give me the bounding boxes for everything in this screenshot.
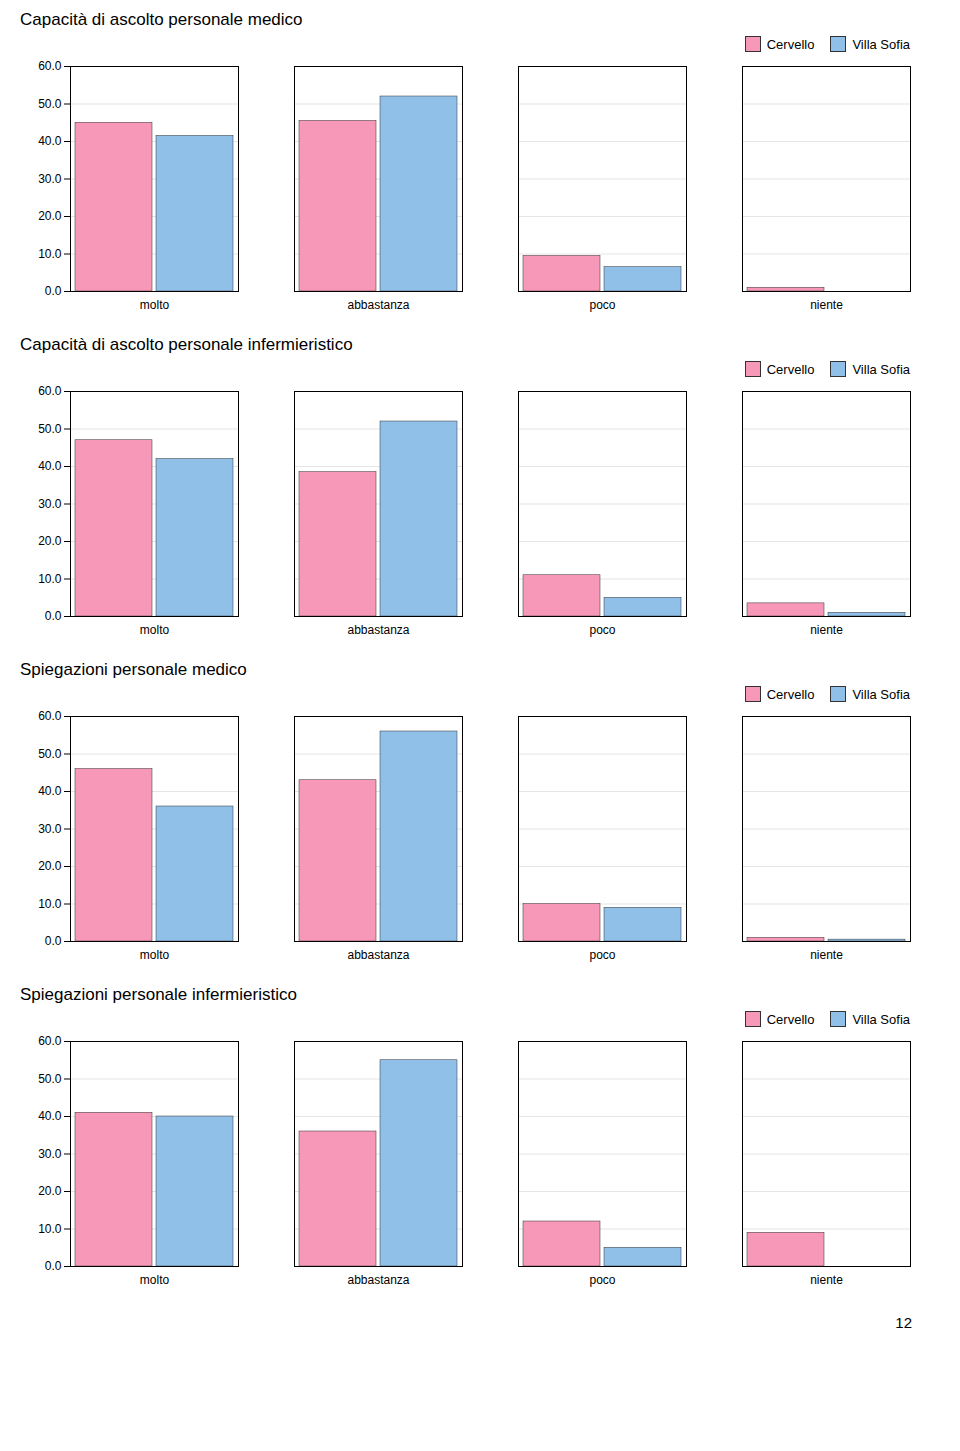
svg-text:molto: molto [140,948,170,962]
html-text:Villa Sofia: Villa Sofia [852,361,910,377]
svg-text:0.0: 0.0 [45,609,62,623]
html-text:Villa Sofia: Villa Sofia [852,36,910,52]
svg-text:30.0: 30.0 [38,822,62,836]
svg-text:10.0: 10.0 [38,1222,62,1236]
svg-text:abbastanza: abbastanza [347,948,409,962]
svg-text:niente: niente [810,1273,843,1287]
svg-text:50.0: 50.0 [38,97,62,111]
html-text:Villa Sofia: Villa Sofia [852,686,910,702]
svg-text:10.0: 10.0 [38,247,62,261]
svg-text:40.0: 40.0 [38,1109,62,1123]
html-text:Villa Sofia: Villa Sofia [852,1011,910,1027]
html-text:Spiegazioni personale medico: Spiegazioni personale medico [20,660,247,679]
svg-text:poco: poco [589,623,615,637]
svg-text:20.0: 20.0 [38,859,62,873]
svg-text:20.0: 20.0 [38,1184,62,1198]
svg-text:niente: niente [810,623,843,637]
svg-text:molto: molto [140,623,170,637]
svg-text:niente: niente [810,298,843,312]
svg-text:60.0: 60.0 [38,384,62,398]
svg-text:0.0: 0.0 [45,1259,62,1273]
svg-text:poco: poco [589,1273,615,1287]
svg-text:60.0: 60.0 [38,709,62,723]
svg-text:molto: molto [140,298,170,312]
svg-text:20.0: 20.0 [38,209,62,223]
svg-text:50.0: 50.0 [38,1072,62,1086]
svg-text:abbastanza: abbastanza [347,298,409,312]
svg-text:30.0: 30.0 [38,497,62,511]
html-text:Capacità di ascolto personale: Capacità di ascolto personale medico [20,10,303,29]
svg-text:40.0: 40.0 [38,784,62,798]
html-text:12: 12 [895,1314,912,1331]
svg-text:0.0: 0.0 [45,934,62,948]
svg-text:abbastanza: abbastanza [347,1273,409,1287]
svg-text:50.0: 50.0 [38,747,62,761]
html-text:Spiegazioni personale infermie: Spiegazioni personale infermieristico [20,985,297,1004]
svg-text:60.0: 60.0 [38,1034,62,1048]
svg-text:30.0: 30.0 [38,1147,62,1161]
svg-text:20.0: 20.0 [38,534,62,548]
svg-text:60.0: 60.0 [38,59,62,73]
html-text:Capacità di ascolto personale: Capacità di ascolto personale infermieri… [20,335,353,354]
svg-text:30.0: 30.0 [38,172,62,186]
svg-text:40.0: 40.0 [38,459,62,473]
svg-text:poco: poco [589,948,615,962]
html-text:Cervello: Cervello [766,361,815,377]
svg-text:abbastanza: abbastanza [347,623,409,637]
svg-text:0.0: 0.0 [45,284,62,298]
html-text:Cervello: Cervello [766,686,815,702]
svg-text:molto: molto [140,1273,170,1287]
svg-text:poco: poco [589,298,615,312]
html-text:Cervello: Cervello [766,1011,815,1027]
svg-text:10.0: 10.0 [38,572,62,586]
html-text:Cervello: Cervello [766,36,815,52]
svg-text:10.0: 10.0 [38,897,62,911]
svg-text:50.0: 50.0 [38,422,62,436]
svg-text:niente: niente [810,948,843,962]
svg-text:40.0: 40.0 [38,134,62,148]
